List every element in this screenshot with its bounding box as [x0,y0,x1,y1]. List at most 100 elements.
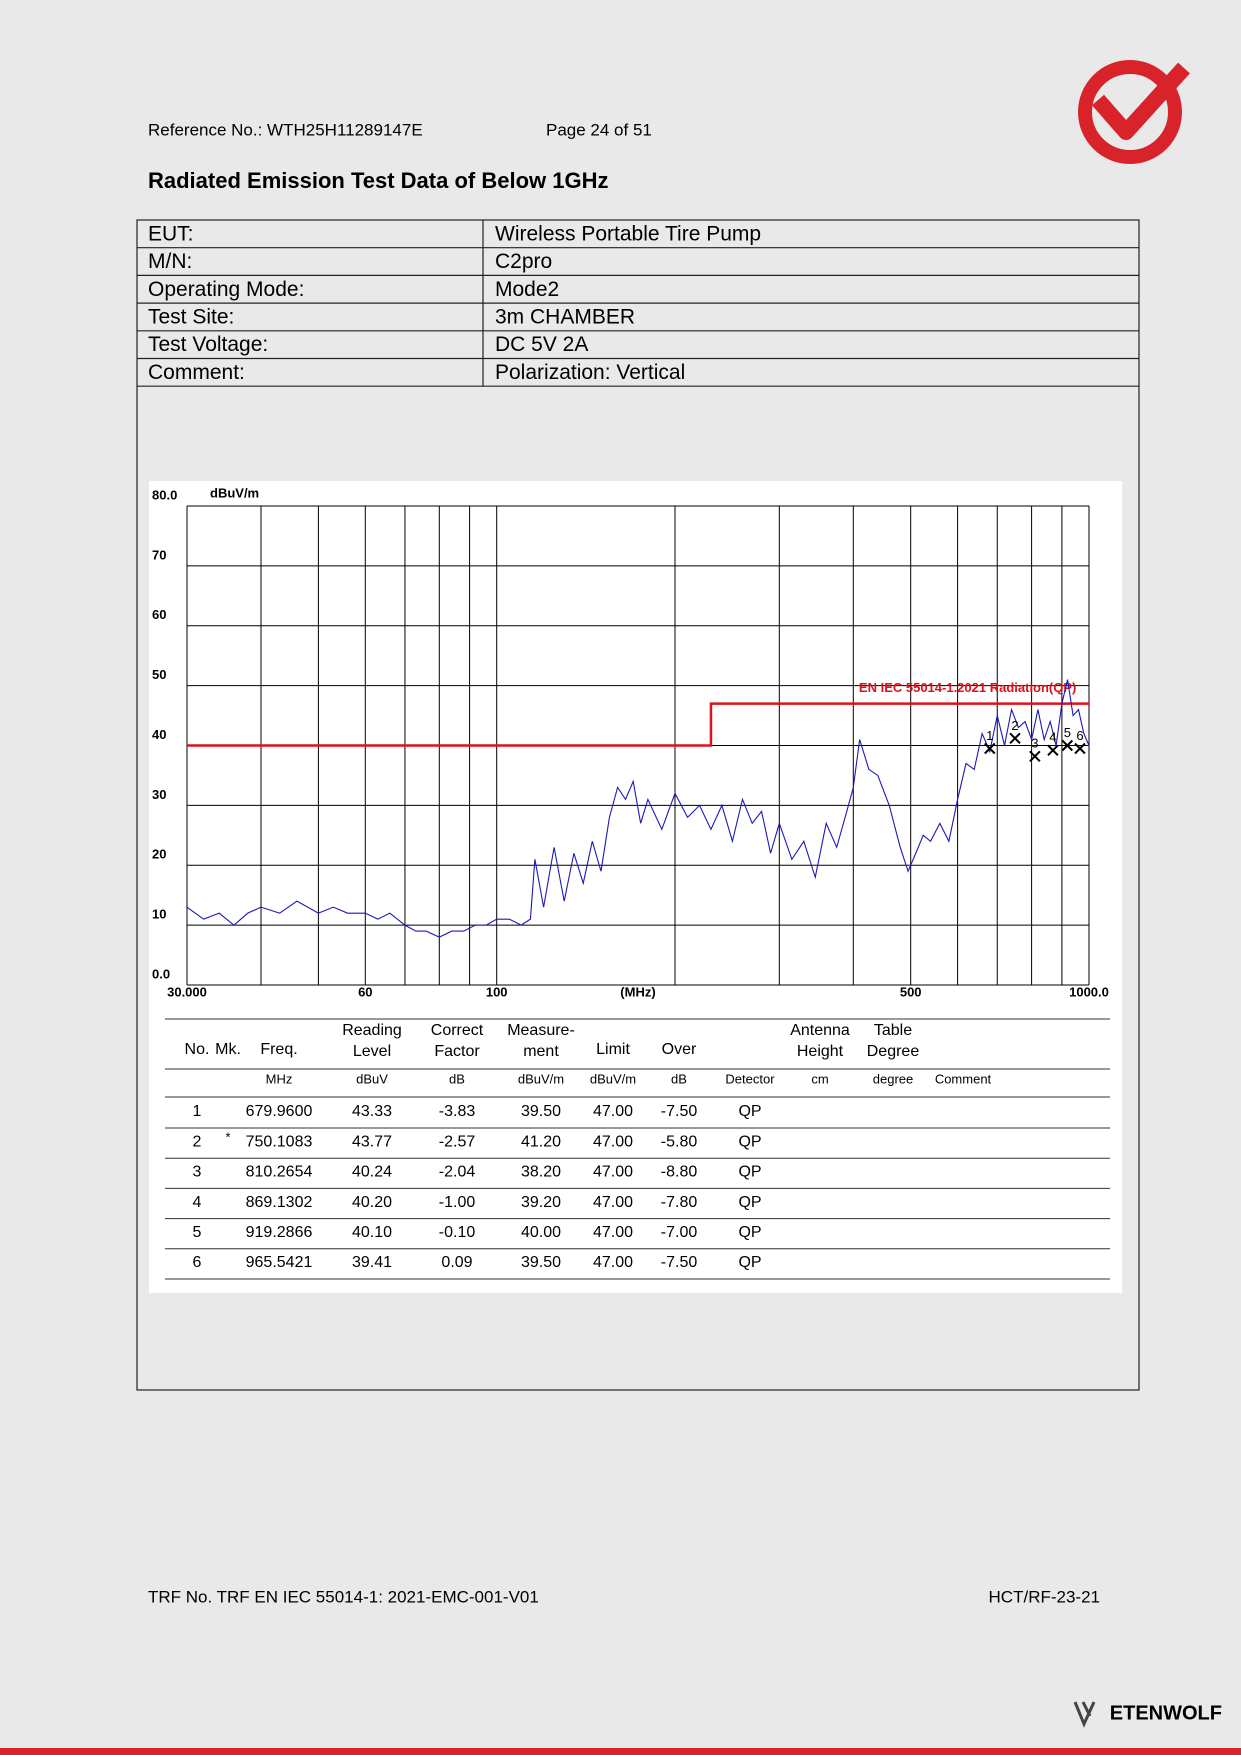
info-value: Mode2 [495,278,559,301]
brand-icon [1073,1701,1096,1728]
table-header: Antenna [790,1022,850,1039]
table-cell: 869.1302 [246,1194,313,1211]
y-tick-label: 60 [152,607,166,622]
limit-line [187,702,1089,747]
table-cell: -7.50 [661,1254,698,1271]
table-header: Reading [342,1022,402,1039]
table-cell: -3.83 [439,1103,476,1120]
footer-code: HCT/RF-23-21 [989,1587,1100,1606]
table-unit: dBuV/m [590,1071,636,1086]
table-cell: 38.20 [521,1164,561,1181]
table-cell: 750.1083 [246,1133,313,1150]
table-unit: dB [449,1071,465,1086]
marker-label: 6 [1076,728,1083,743]
table-cell: QP [738,1194,761,1211]
marker [984,742,996,755]
page-number: Page 24 of 51 [546,120,652,139]
table-cell: -5.80 [661,1133,698,1150]
limit-label: EN IEC 55014-1.2021 Radiation(QP) [859,680,1076,695]
table-cell: QP [738,1103,761,1120]
table-cell: 919.2866 [246,1224,313,1241]
table-cell: QP [738,1133,761,1150]
table-header: Factor [434,1043,480,1060]
marker [1074,742,1086,755]
table-header: Level [353,1043,391,1060]
x-tick-label: 60 [358,984,372,999]
table-header: Degree [867,1043,920,1060]
table-cell: 39.50 [521,1103,561,1120]
table-cell: 39.41 [352,1254,392,1271]
section-title: Radiated Emission Test Data of Below 1GH… [148,168,608,193]
x-axis-label: (MHz) [620,984,655,999]
table-unit: degree [873,1071,913,1086]
y-tick-label: 50 [152,667,166,682]
table-cell: -2.04 [439,1164,476,1181]
brand-name: ETENWOLF [1110,1702,1222,1724]
marker [1061,739,1074,752]
table-unit: dBuV/m [518,1071,564,1086]
footer-trf: TRF No. TRF EN IEC 55014-1: 2021-EMC-001… [148,1587,539,1606]
table-cell: QP [738,1164,761,1181]
info-label: Test Site: [148,305,234,328]
table-unit: Comment [935,1071,992,1086]
marker [1009,732,1021,745]
table-cell: 1 [193,1103,202,1120]
table-cell: -7.80 [661,1194,698,1211]
table-header: No. [185,1041,210,1058]
table-cell: -1.00 [439,1194,476,1211]
table-header: Limit [596,1041,630,1058]
table-cell: -8.80 [661,1164,698,1181]
info-label: Operating Mode: [148,278,304,301]
table-cell: 47.00 [593,1224,633,1241]
table-cell: 47.00 [593,1103,633,1120]
x-tick-label: 500 [900,984,922,999]
table-header: Freq. [260,1041,297,1058]
y-tick-label: 30 [152,787,166,802]
table-cell: -0.10 [439,1224,476,1241]
y-tick-label: 20 [152,847,166,862]
reference-number: Reference No.: WTH25H11289147E [148,120,423,139]
table-cell: 6 [193,1254,202,1271]
table-cell: 43.77 [352,1133,392,1150]
table-cell: 40.00 [521,1224,561,1241]
table-unit: cm [811,1071,828,1086]
table-cell: -2.57 [439,1133,476,1150]
table-header: Measure- [507,1022,575,1039]
table-header: ment [523,1043,559,1060]
table-unit: dB [671,1071,687,1086]
table-cell: QP [738,1254,761,1271]
info-value: 3m CHAMBER [495,305,635,328]
info-label: Comment: [148,361,245,384]
table-cell: 41.20 [521,1133,561,1150]
table-cell: 40.20 [352,1194,392,1211]
y-unit: dBuV/m [210,485,259,500]
table-unit: Detector [725,1071,775,1086]
info-value: Polarization: Vertical [495,361,685,384]
table-header: Mk. [215,1041,241,1058]
table-cell: 43.33 [352,1103,392,1120]
table-cell: 965.5421 [246,1254,313,1271]
x-tick-label: 30.000 [167,984,207,999]
table-cell: 47.00 [593,1164,633,1181]
info-label: EUT: [148,222,194,245]
info-value: C2pro [495,250,552,273]
marker-label: 2 [1011,718,1018,733]
bottom-bar [0,1748,1241,1755]
table-header: Over [662,1041,697,1058]
x-tick-label: 100 [486,984,508,999]
table-cell: * [225,1130,230,1145]
outer-box [136,219,1140,1391]
table-cell: 4 [193,1194,202,1211]
marker-label: 1 [986,728,993,743]
marker [1029,750,1041,762]
table-header: Correct [431,1022,484,1039]
logo [1078,60,1190,164]
info-value: DC 5V 2A [495,333,588,356]
table-cell: 2 [193,1133,202,1150]
table-cell: 39.20 [521,1194,561,1211]
marker [1047,744,1059,756]
marker-label: 3 [1031,736,1038,751]
emission-trace [186,679,1090,938]
